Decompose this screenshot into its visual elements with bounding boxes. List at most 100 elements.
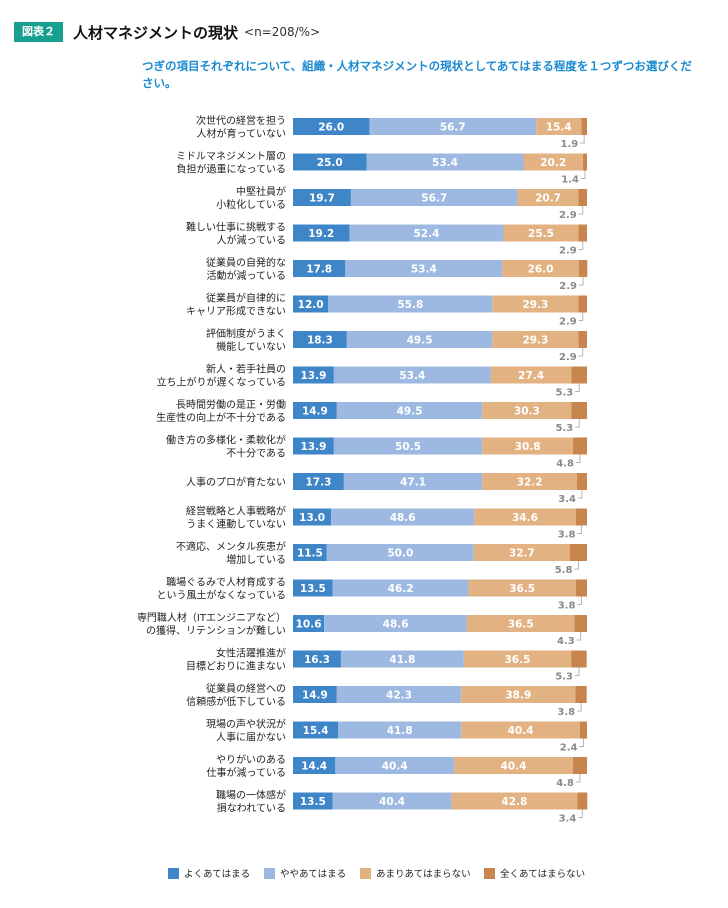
category-label: 働き方の多様化・柔軟化が <box>166 434 286 447</box>
bar-segment <box>502 260 579 277</box>
leader-line <box>580 170 586 179</box>
bar-segment <box>451 792 578 810</box>
data-label: 19.7 <box>309 193 335 205</box>
bar-segment <box>578 295 587 313</box>
data-label: 1.4 <box>561 175 579 186</box>
category-label: 仕事が減っている <box>207 766 287 779</box>
category-label: 評価制度がうまく <box>206 327 286 340</box>
data-label: 49.5 <box>397 406 423 418</box>
data-label: 3.4 <box>559 814 577 825</box>
data-label: 41.8 <box>389 654 415 666</box>
leader-line <box>579 277 584 286</box>
data-label: 26.0 <box>318 122 344 134</box>
data-label: 20.7 <box>535 193 561 205</box>
category-label: 不十分である <box>226 447 286 460</box>
bar-segment <box>572 437 587 455</box>
leader-line <box>578 809 583 818</box>
bar-segment <box>335 757 455 774</box>
data-label: 5.3 <box>555 672 573 683</box>
bar-segment <box>332 579 469 597</box>
bar-segment <box>343 473 483 490</box>
leader-line <box>578 348 584 357</box>
data-label: 2.9 <box>559 246 577 257</box>
leader-line <box>578 241 584 250</box>
legend-label: ややあてはまる <box>280 869 346 880</box>
data-label: 3.8 <box>558 601 576 612</box>
data-label: 53.4 <box>432 157 458 169</box>
bar-segment <box>326 544 474 561</box>
legend-item: ややあてはまる <box>264 868 346 880</box>
bar-segment <box>328 295 493 313</box>
leader-line <box>576 632 582 641</box>
leader-line <box>574 561 579 570</box>
bar-segment <box>578 331 587 348</box>
leader-line <box>575 383 580 392</box>
category-label: 経営戦略と人事戦略が <box>186 505 286 518</box>
data-label: 3.8 <box>558 530 576 541</box>
leader-line <box>575 774 581 783</box>
data-label: 56.7 <box>440 122 466 134</box>
bar-segment <box>461 721 580 739</box>
bar-segment <box>575 579 587 597</box>
category-label: 長時間労働の是正・労働 <box>176 398 286 411</box>
bar-row: 人事のプロが育たない 17.3 47.1 32.2 3.4 <box>186 473 587 505</box>
bar-segment <box>293 402 337 419</box>
data-label: 34.6 <box>512 512 538 524</box>
data-label: 15.4 <box>303 725 329 737</box>
leader-line <box>574 667 580 676</box>
bar-segment <box>578 224 587 242</box>
category-label: 目標どおりに進まない <box>186 660 286 673</box>
bar-segment <box>293 260 346 277</box>
data-label: 13.0 <box>299 512 325 524</box>
data-label: 36.5 <box>508 619 534 631</box>
data-label: 2.9 <box>559 281 577 292</box>
bar-segment <box>482 437 573 455</box>
figure-badge: 図表２ <box>14 22 63 42</box>
category-label: 増加している <box>226 553 286 566</box>
category-label: 機能していない <box>216 340 286 353</box>
data-label: 40.4 <box>501 761 527 773</box>
data-label: 10.6 <box>296 619 322 631</box>
bar-segment <box>461 686 576 703</box>
data-label: 18.3 <box>307 335 333 347</box>
data-label: 27.4 <box>518 370 544 382</box>
bar-segment <box>293 721 339 739</box>
bar-segment <box>293 224 350 242</box>
legend-swatch <box>484 868 495 879</box>
legend-item: 全くあてはまらない <box>484 868 585 880</box>
leader-line <box>578 312 584 321</box>
category-label: 女性活躍推進が <box>216 647 286 660</box>
data-label: 5.3 <box>555 388 573 399</box>
bar-segment <box>369 118 537 135</box>
data-label: 19.2 <box>308 228 334 240</box>
category-label: 損なわれている <box>217 802 286 815</box>
bar-segment <box>578 260 588 277</box>
data-label: 26.0 <box>528 264 554 276</box>
leader-line <box>575 419 580 428</box>
data-label: 36.5 <box>509 583 535 595</box>
data-label: 11.5 <box>297 548 323 560</box>
data-label: 29.3 <box>522 335 548 347</box>
data-label: 3.4 <box>558 494 576 505</box>
figure-header: 図表２ 人材マネジメントの現状 <n=208/%> <box>14 22 320 42</box>
bar-segment <box>536 118 582 135</box>
data-label: 40.4 <box>379 796 405 808</box>
legend-swatch <box>360 868 371 879</box>
bar-segment <box>579 721 587 739</box>
bar-segment <box>336 686 462 703</box>
data-label: 53.4 <box>411 264 437 276</box>
bar-segment <box>571 366 587 384</box>
legend-item: よくあてはまる <box>168 868 250 880</box>
data-label: 2.4 <box>560 743 578 754</box>
bar-segment <box>293 437 334 455</box>
data-label: 40.4 <box>382 761 408 773</box>
bar-segment <box>572 757 587 774</box>
data-label: 13.9 <box>300 370 326 382</box>
